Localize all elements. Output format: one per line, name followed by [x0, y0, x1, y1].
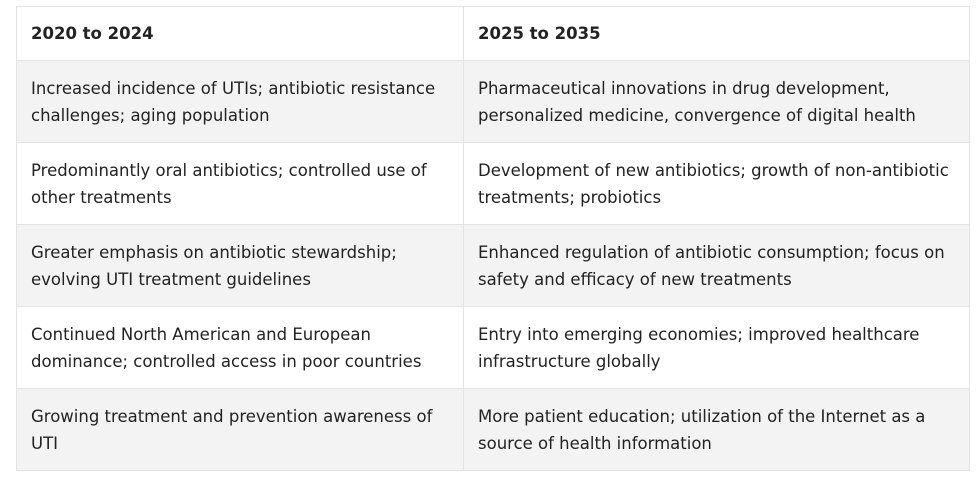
comparison-table-container: 2020 to 2024 2025 to 2035 Increased inci…	[16, 6, 970, 471]
table-header-row: 2020 to 2024 2025 to 2035	[16, 6, 970, 61]
table-cell: Enhanced regulation of antibiotic consum…	[463, 224, 970, 307]
table-row: Increased incidence of UTIs; antibiotic …	[16, 60, 970, 143]
table-row: Predominantly oral antibiotics; controll…	[16, 142, 970, 225]
table-cell: More patient education; utilization of t…	[463, 388, 970, 471]
table-cell: Predominantly oral antibiotics; controll…	[16, 142, 464, 225]
table-cell: Pharmaceutical innovations in drug devel…	[463, 60, 970, 143]
table-cell: Growing treatment and prevention awarene…	[16, 388, 464, 471]
table-cell: Development of new antibiotics; growth o…	[463, 142, 970, 225]
header-2020-2024: 2020 to 2024	[16, 6, 464, 61]
table-cell: Greater emphasis on antibiotic stewardsh…	[16, 224, 464, 307]
table-row: Growing treatment and prevention awarene…	[16, 388, 970, 471]
header-2025-2035: 2025 to 2035	[463, 6, 970, 61]
table-cell: Increased incidence of UTIs; antibiotic …	[16, 60, 464, 143]
table-cell: Entry into emerging economies; improved …	[463, 306, 970, 389]
table-row: Continued North American and European do…	[16, 306, 970, 389]
comparison-table: 2020 to 2024 2025 to 2035 Increased inci…	[16, 6, 970, 471]
table-row: Greater emphasis on antibiotic stewardsh…	[16, 224, 970, 307]
table-cell: Continued North American and European do…	[16, 306, 464, 389]
